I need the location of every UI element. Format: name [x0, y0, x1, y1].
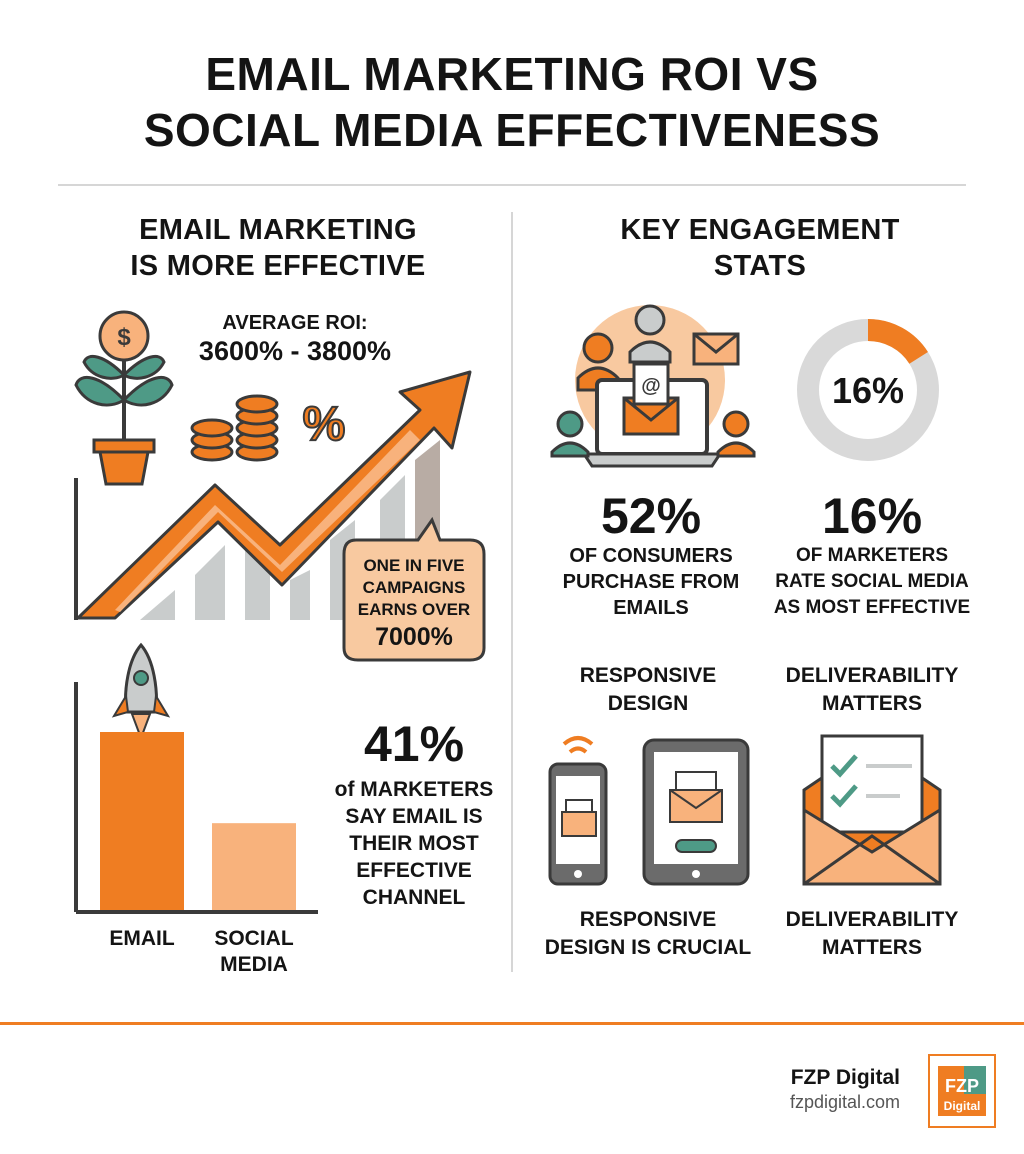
footer-divider: [0, 1022, 1024, 1025]
right-heading-line-1: KEY ENGAGEMENT: [620, 214, 900, 246]
callout-line-2: CAMPAIGNS: [362, 578, 466, 597]
donut-center-value: 16%: [831, 370, 905, 411]
footer-brand: FZP Digital: [790, 1066, 900, 1089]
fzp-logo: FZP Digital: [928, 1054, 996, 1128]
responsive-heading-line-1: RESPONSIVE: [579, 664, 717, 687]
responsive-caption-line-2: DESIGN IS CRUCIAL: [544, 936, 752, 959]
footer-url: fzpdigital.com: [789, 1092, 900, 1112]
bar-label-email: EMAIL: [100, 926, 184, 952]
roi-value: 3600% - 3800%: [198, 336, 392, 366]
callout-line-3: EARNS OVER: [357, 600, 471, 619]
email-audience-icon: @: [550, 304, 756, 468]
consumers-line-3: EMAILS: [613, 597, 689, 619]
stat-line-2: SAY EMAIL IS: [345, 805, 483, 828]
logo-subtext: Digital: [944, 1099, 981, 1113]
marketers-line-1: OF MARKETERS: [796, 545, 948, 566]
right-heading-line-2: STATS: [713, 250, 807, 282]
money-plant-icon: $: [74, 310, 174, 486]
bar-label-email-line-1: EMAIL: [109, 927, 175, 950]
marketers-stat-text: OF MARKETERS RATE SOCIAL MEDIA AS MOST E…: [762, 543, 982, 621]
stat-line-4: EFFECTIVE: [356, 859, 472, 882]
responsive-devices-icon: [548, 736, 750, 886]
responsive-heading-line-2: DESIGN: [607, 692, 689, 715]
consumers-line-2: PURCHASE FROM: [562, 571, 740, 593]
deliverability-heading: DELIVERABILITY MATTERS: [772, 662, 972, 718]
deliverability-caption: DELIVERABILITY MATTERS: [772, 906, 972, 962]
callout-text: ONE IN FIVE CAMPAIGNS EARNS OVER 7000%: [344, 555, 484, 653]
title-divider: [58, 184, 966, 186]
donut-segment: [867, 319, 928, 365]
consumers-line-1: OF CONSUMERS: [569, 545, 733, 567]
at-icon: @: [641, 375, 661, 397]
percent-icon: %: [303, 398, 346, 451]
responsive-caption: RESPONSIVE DESIGN IS CRUCIAL: [530, 906, 766, 962]
title-line-1: EMAIL MARKETING ROI VS: [205, 48, 819, 100]
left-heading-line-1: EMAIL MARKETING: [139, 214, 417, 246]
social-effectiveness-donut: [797, 319, 939, 461]
column-divider: [511, 212, 513, 972]
bar-label-social-line-2: MEDIA: [220, 953, 288, 976]
coin-stack-icon: [190, 394, 279, 462]
stat-line-3: THEIR MOST: [349, 832, 479, 855]
callout-line-1: ONE IN FIVE: [363, 556, 465, 575]
left-heading-line-2: IS MORE EFFECTIVE: [130, 250, 426, 282]
title-line-2: SOCIAL MEDIA EFFECTIVENESS: [143, 104, 881, 156]
deliverability-heading-line-1: DELIVERABILITY: [785, 664, 959, 687]
responsive-heading: RESPONSIVE DESIGN: [548, 662, 748, 718]
deliverability-envelope-icon: [802, 734, 942, 886]
right-heading: KEY ENGAGEMENT STATS: [530, 212, 990, 284]
logo-text: FZP: [945, 1076, 979, 1096]
deliverability-caption-line-1: DELIVERABILITY: [785, 908, 959, 931]
consumers-stat-value: 52%: [600, 488, 702, 544]
deliverability-caption-line-2: MATTERS: [822, 936, 922, 959]
bar-label-social-line-1: SOCIAL: [214, 927, 294, 950]
bar-label-social-media: SOCIAL MEDIA: [204, 926, 304, 978]
bar-social-media: [212, 823, 296, 910]
svg-text:$: $: [117, 324, 131, 351]
responsive-caption-line-1: RESPONSIVE: [579, 908, 717, 931]
page-title: EMAIL MARKETING ROI VS SOCIAL MEDIA EFFE…: [0, 46, 1024, 158]
left-heading: EMAIL MARKETING IS MORE EFFECTIVE: [58, 212, 498, 284]
marketers-line-3: AS MOST EFFECTIVE: [773, 597, 971, 618]
roi-label: AVERAGE ROI:: [222, 312, 368, 334]
consumers-stat-text: OF CONSUMERS PURCHASE FROM EMAILS: [536, 543, 766, 621]
marketers-line-2: RATE SOCIAL MEDIA: [775, 571, 969, 592]
stat-line-1: of MARKETERS: [334, 778, 494, 801]
deliverability-heading-line-2: MATTERS: [822, 692, 922, 715]
callout-line-4: 7000%: [375, 623, 453, 651]
rocket-icon: [111, 642, 171, 741]
callout-box: [342, 516, 486, 662]
stat-line-5: CHANNEL: [362, 886, 466, 909]
email-effective-stat-value: 41%: [363, 716, 465, 772]
marketers-stat-value: 16%: [821, 488, 923, 544]
bar-email: [100, 732, 184, 910]
email-effective-stat-text: of MARKETERS SAY EMAIL IS THEIR MOST EFF…: [314, 776, 514, 911]
